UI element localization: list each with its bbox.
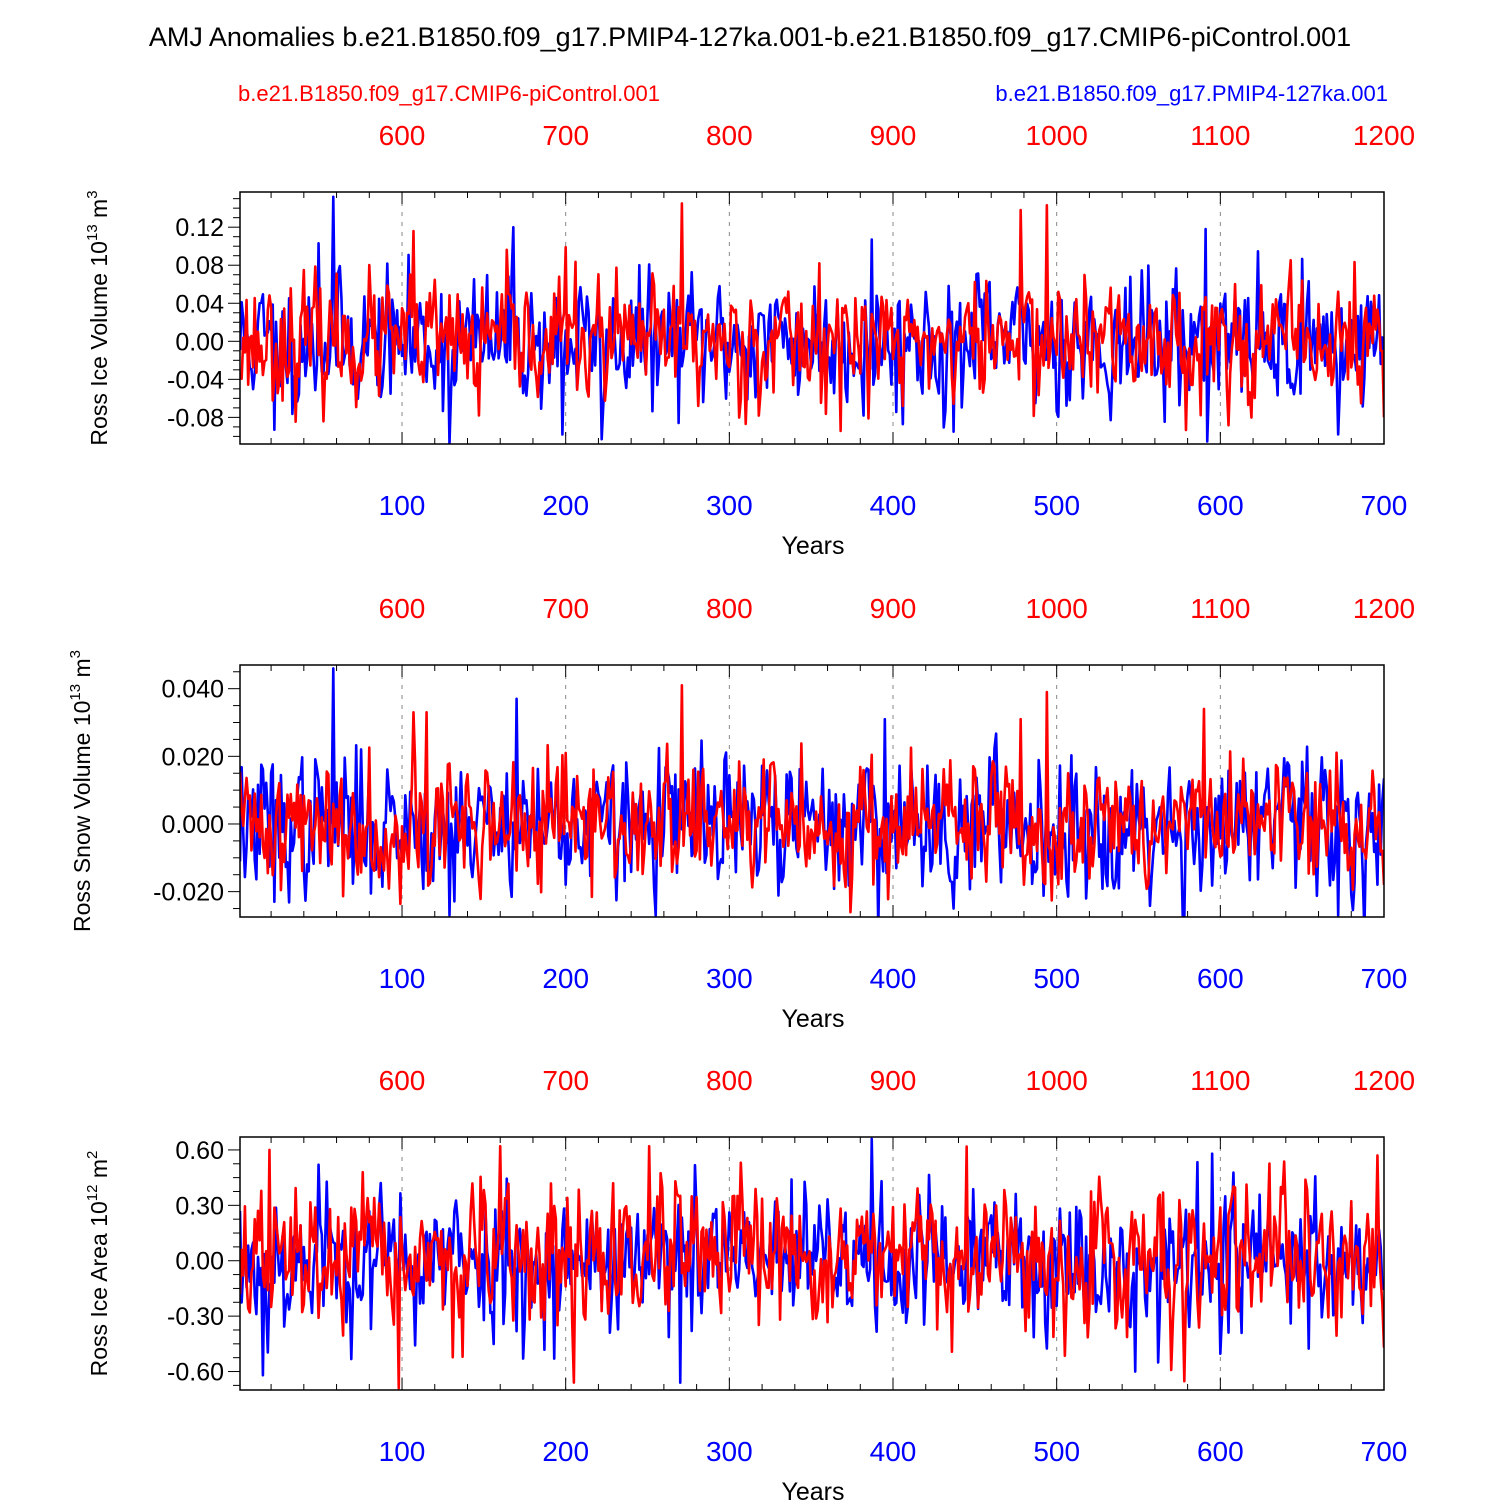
x-tick-label-top: 700 xyxy=(542,120,589,151)
x-tick-label-top: 800 xyxy=(706,593,753,624)
x-tick-label-top: 1100 xyxy=(1190,120,1250,151)
y-tick-label: -0.04 xyxy=(167,366,224,394)
y-axis-label: Ross Ice Area 1012 m2 xyxy=(84,1151,112,1377)
y-tick-label: 0.60 xyxy=(175,1137,224,1165)
x-tick-label-bottom: 600 xyxy=(1197,490,1244,521)
x-axis-label: Years xyxy=(781,532,844,560)
x-axis-label: Years xyxy=(781,1005,844,1033)
series-line-picontrol xyxy=(240,1144,1384,1390)
y-tick-label: 0.12 xyxy=(175,214,224,242)
x-tick-label-bottom: 100 xyxy=(379,490,426,521)
x-tick-label-top: 900 xyxy=(870,120,917,151)
x-tick-label-top: 600 xyxy=(379,120,426,151)
panel-ice-area: -0.60 -0.30 0.00 0.30 0.60 100 200 300 400 500 600… xyxy=(84,1065,1415,1500)
plot-frame xyxy=(239,191,1385,445)
series-line-picontrol xyxy=(240,684,1384,914)
x-tick-label-top: 1200 xyxy=(1353,1065,1415,1096)
x-tick-label-bottom: 500 xyxy=(1033,490,1080,521)
y-tick-label: -0.020 xyxy=(153,879,224,907)
x-tick-label-bottom: 600 xyxy=(1197,1436,1244,1467)
x-tick-label-top: 900 xyxy=(870,1065,917,1096)
x-tick-label-bottom: 500 xyxy=(1033,963,1080,994)
panel-ice-volume: -0.08 -0.04 0.00 0.04 0.08 0.12 100 200 300 400 50… xyxy=(84,120,1415,560)
y-tick-label: -0.08 xyxy=(167,404,224,432)
x-tick-label-bottom: 400 xyxy=(870,1436,917,1467)
y-tick-label: 0.000 xyxy=(161,811,224,839)
x-axis-label: Years xyxy=(781,1478,844,1500)
x-tick-label-bottom: 300 xyxy=(706,490,753,521)
y-tick-label: 0.00 xyxy=(175,1248,224,1276)
x-tick-label-bottom: 700 xyxy=(1361,490,1408,521)
x-tick-label-bottom: 400 xyxy=(870,963,917,994)
x-tick-label-bottom: 700 xyxy=(1361,1436,1408,1467)
x-tick-label-bottom: 200 xyxy=(542,963,589,994)
x-tick-label-bottom: 600 xyxy=(1197,963,1244,994)
series-line-picontrol xyxy=(240,202,1384,433)
figure-title: AMJ Anomalies b.e21.B1850.f09_g17.PMIP4-… xyxy=(149,22,1351,52)
x-tick-label-top: 800 xyxy=(706,1065,753,1096)
x-tick-label-top: 1100 xyxy=(1190,593,1250,624)
legend-label-picontrol: b.e21.B1850.f09_g17.CMIP6-piControl.001 xyxy=(238,81,660,106)
x-tick-label-bottom: 700 xyxy=(1361,963,1408,994)
x-tick-label-top: 800 xyxy=(706,120,753,151)
x-tick-label-bottom: 200 xyxy=(542,490,589,521)
x-tick-label-top: 1000 xyxy=(1026,120,1088,151)
y-tick-label: 0.08 xyxy=(175,252,224,280)
y-tick-label: 0.040 xyxy=(161,676,224,704)
x-tick-label-bottom: 300 xyxy=(706,1436,753,1467)
x-tick-label-top: 600 xyxy=(379,1065,426,1096)
x-tick-label-top: 1000 xyxy=(1026,1065,1088,1096)
y-tick-label: 0.04 xyxy=(175,290,224,318)
y-axis-label: Ross Ice Volume 1013 m3 xyxy=(84,190,112,445)
x-tick-label-top: 600 xyxy=(379,593,426,624)
panel-snow-volume: -0.020 0.000 0.020 0.040 100 200 300 400 500 600 7… xyxy=(67,593,1415,1033)
y-tick-label: 0.020 xyxy=(161,743,224,771)
x-tick-label-top: 700 xyxy=(542,593,589,624)
y-tick-label: 0.00 xyxy=(175,328,224,356)
x-tick-label-bottom: 400 xyxy=(870,490,917,521)
x-tick-label-top: 1200 xyxy=(1353,593,1415,624)
x-tick-label-top: 900 xyxy=(870,593,917,624)
y-tick-label: 0.30 xyxy=(175,1192,224,1220)
x-tick-label-top: 1200 xyxy=(1353,120,1415,151)
x-tick-label-bottom: 200 xyxy=(542,1436,589,1467)
y-axis-label: Ross Snow Volume 1013 m3 xyxy=(67,650,95,932)
x-tick-label-bottom: 500 xyxy=(1033,1436,1080,1467)
y-tick-label: -0.30 xyxy=(167,1303,224,1331)
plot-frame xyxy=(239,1136,1385,1391)
x-tick-label-bottom: 100 xyxy=(379,1436,426,1467)
legend-label-127ka: b.e21.B1850.f09_g17.PMIP4-127ka.001 xyxy=(995,81,1388,106)
x-tick-label-top: 1000 xyxy=(1026,593,1088,624)
x-tick-label-bottom: 100 xyxy=(379,963,426,994)
y-tick-label: -0.60 xyxy=(167,1359,224,1387)
series-line-127ka xyxy=(240,195,1384,444)
x-tick-label-top: 700 xyxy=(542,1065,589,1096)
x-tick-label-bottom: 300 xyxy=(706,963,753,994)
x-tick-label-top: 1100 xyxy=(1190,1065,1250,1096)
plot-frame xyxy=(239,664,1385,918)
